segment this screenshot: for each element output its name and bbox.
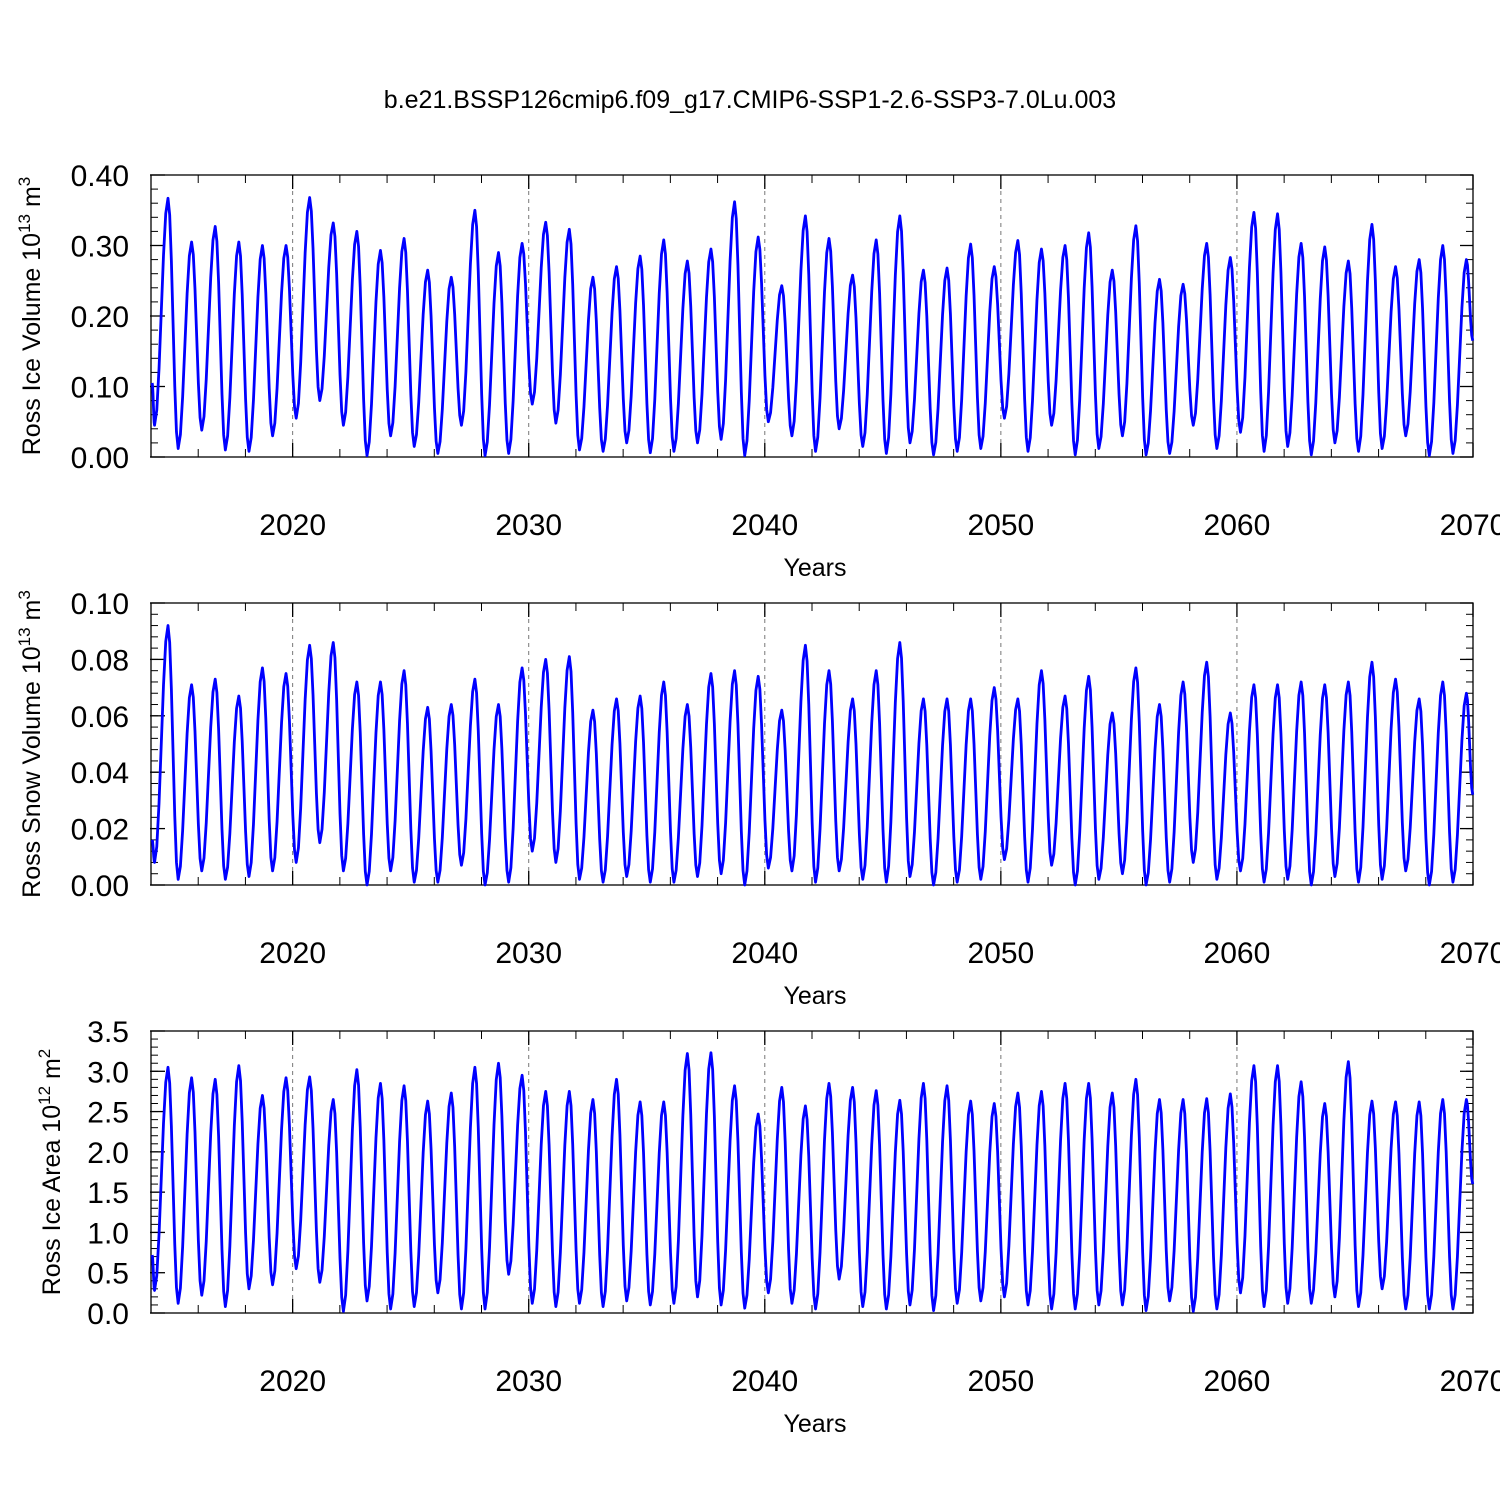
y-axis-title: Ross Ice Volume 1013 m3 [15, 177, 46, 456]
y-axis-title: Ross Snow Volume 1013 m3 [15, 590, 46, 898]
panel-1: 2020 2030 2040 2050 2060 2070 0.00 0.10 0.20 0.30… [15, 160, 1500, 582]
y-tick-label: 0.04 [71, 757, 129, 790]
y-tick-label: 2.5 [87, 1097, 129, 1130]
x-tick-label: 2020 [259, 1365, 326, 1398]
x-axis-title: Years [783, 982, 846, 1010]
y-tick-label: 3.5 [87, 1016, 129, 1049]
y-tick-label: 0.10 [71, 588, 129, 621]
x-tick-label: 2060 [1204, 1365, 1271, 1398]
y-tick-label: 3.0 [87, 1056, 129, 1089]
panel-3: 2020 2030 2040 2050 2060 2070 0.0 0.5 1.0 1.5 2.0 2… [35, 1016, 1500, 1438]
x-tick-label: 2040 [731, 937, 798, 970]
chart-title: b.e21.BSSP126cmip6.f09_g17.CMIP6-SSP1-2.… [383, 86, 1117, 114]
y-tick-label: 0.10 [71, 372, 129, 405]
y-tick-label: 0.08 [71, 644, 129, 677]
x-tick-label: 2050 [967, 937, 1034, 970]
y-tick-label: 0.5 [87, 1258, 129, 1291]
x-tick-label: 2050 [967, 1365, 1034, 1398]
y-tick-label: 0.40 [71, 160, 129, 193]
y-tick-label: 1.5 [87, 1177, 129, 1210]
y-axis-title: Ross Ice Area 1012 m2 [35, 1049, 66, 1296]
x-tick-label: 2060 [1204, 509, 1271, 542]
series-line [150, 624, 1475, 887]
y-tick-label: 0.30 [71, 231, 129, 264]
y-tick-label: 2.0 [87, 1137, 129, 1170]
y-tick-label: 0.00 [71, 442, 129, 475]
y-tick-label: 0.00 [71, 870, 129, 903]
series-line [150, 1051, 1475, 1313]
x-tick-label: 2060 [1204, 937, 1271, 970]
x-tick-label: 2040 [731, 509, 798, 542]
x-tick-label: 2050 [967, 509, 1034, 542]
panel-2: 2020 2030 2040 2050 2060 2070 0.00 0.02 0.04 0.06… [15, 588, 1500, 1010]
x-axis-title: Years [783, 1410, 846, 1438]
x-tick-label: 2030 [495, 937, 562, 970]
y-tick-label: 1.0 [87, 1217, 129, 1250]
x-tick-label: 2030 [495, 509, 562, 542]
x-tick-label: 2070 [1440, 937, 1500, 970]
x-tick-label: 2070 [1440, 1365, 1500, 1398]
x-tick-label: 2020 [259, 509, 326, 542]
y-tick-label: 0.0 [87, 1298, 129, 1331]
x-tick-label: 2040 [731, 1365, 798, 1398]
x-axis-title: Years [783, 554, 846, 582]
y-tick-label: 0.20 [71, 301, 129, 334]
x-tick-label: 2020 [259, 937, 326, 970]
series-line [150, 196, 1475, 457]
x-tick-label: 2070 [1440, 509, 1500, 542]
y-tick-label: 0.02 [71, 814, 129, 847]
y-tick-label: 0.06 [71, 701, 129, 734]
x-tick-label: 2030 [495, 1365, 562, 1398]
